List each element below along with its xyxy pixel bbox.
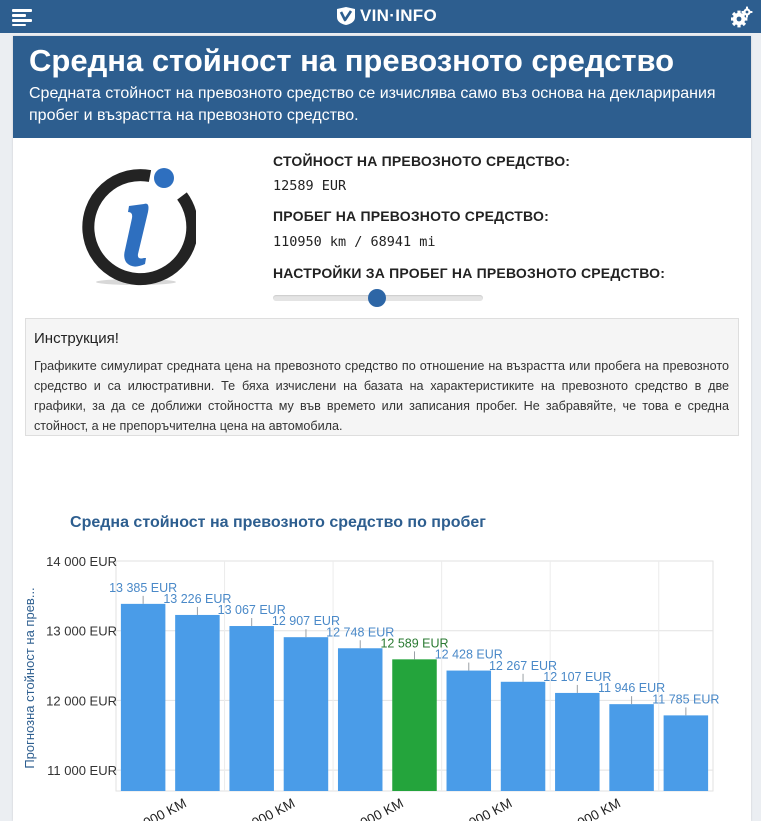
page-header: Средна стойност на превозното средство С… <box>13 36 751 138</box>
x-tick-label: 130 000 KM <box>552 795 623 821</box>
bar[interactable] <box>175 614 220 791</box>
y-tick-label: 12 000 EUR <box>46 693 117 708</box>
bar[interactable] <box>120 603 166 791</box>
y-tick-label: 13 000 EUR <box>46 624 117 639</box>
x-tick-label: 100 000 KM <box>226 795 297 821</box>
mileage-slider[interactable] <box>273 289 483 307</box>
data-label: 12 748 EUR <box>326 625 394 639</box>
data-label: 12 107 EUR <box>543 670 611 684</box>
data-label: 13 226 EUR <box>163 592 231 606</box>
vininfo-logo-icon <box>337 7 355 25</box>
vehicle-mileage-label: ПРОБЕГ НА ПРЕВОЗНОТО СРЕДСТВО: <box>273 208 549 224</box>
gear-icon[interactable] <box>731 6 753 28</box>
bar[interactable] <box>609 704 654 791</box>
x-tick-label: 120 000 KM <box>443 795 514 821</box>
top-navigation-bar: VIN·INFO <box>0 0 761 33</box>
mileage-value-chart: Средна стойност на превозното средство п… <box>22 514 719 821</box>
instructions-title: Инструкция! <box>34 330 119 347</box>
content-card: Средна стойност на превозното средство С… <box>13 36 751 821</box>
bar[interactable] <box>555 692 600 791</box>
mileage-settings-label: НАСТРОЙКИ ЗА ПРОБЕГ НА ПРЕВОЗНОТО СРЕДСТ… <box>273 265 666 281</box>
bar[interactable] <box>500 681 546 791</box>
bar[interactable] <box>337 648 383 791</box>
logo-text: VIN·INFO <box>360 6 438 25</box>
y-tick-label: 11 000 EUR <box>47 763 117 778</box>
data-label: 12 589 EUR <box>380 636 448 650</box>
vehicle-value-label: СТОЙНОСТ НА ПРЕВОЗНОТО СРЕДСТВО: <box>273 153 571 169</box>
data-label: 12 267 EUR <box>489 659 557 673</box>
vehicle-mileage: 110950 km / 68941 mi <box>273 234 436 250</box>
hamburger-menu-icon[interactable] <box>12 9 32 26</box>
instructions-box: Инструкция! Графиките симулират средната… <box>25 318 739 436</box>
instructions-text: Графиките симулират средната цена на пре… <box>34 359 729 433</box>
bar[interactable] <box>663 715 709 791</box>
info-icon <box>82 168 196 286</box>
data-label: 12 907 EUR <box>272 614 340 628</box>
bar[interactable] <box>229 626 274 791</box>
data-label: 11 946 EUR <box>598 681 665 695</box>
vehicle-value: 12589 EUR <box>273 178 347 194</box>
page-title: Средна стойност на превозното средство <box>29 43 675 78</box>
data-label: 13 067 EUR <box>218 603 286 617</box>
data-label: 11 785 EUR <box>652 692 719 706</box>
chart-title: Средна стойност на превозното средство п… <box>70 514 486 531</box>
bar[interactable] <box>283 637 329 791</box>
data-label: 12 428 EUR <box>435 648 503 662</box>
slider-thumb[interactable] <box>368 289 386 307</box>
x-tick-label: 110 000 KM <box>335 795 405 821</box>
y-axis-label: Прогнозна стойност на прев... <box>22 587 37 768</box>
vininfo-logo[interactable]: VIN·INFO <box>336 5 437 27</box>
bar-highlighted[interactable] <box>392 659 437 791</box>
page-subtitle: Средната стойност на превозното средство… <box>29 85 716 124</box>
data-label: 13 385 EUR <box>109 581 177 595</box>
x-tick-label: 90 000 KM <box>124 795 189 821</box>
bar[interactable] <box>446 670 492 791</box>
y-tick-label: 14 000 EUR <box>46 554 117 569</box>
